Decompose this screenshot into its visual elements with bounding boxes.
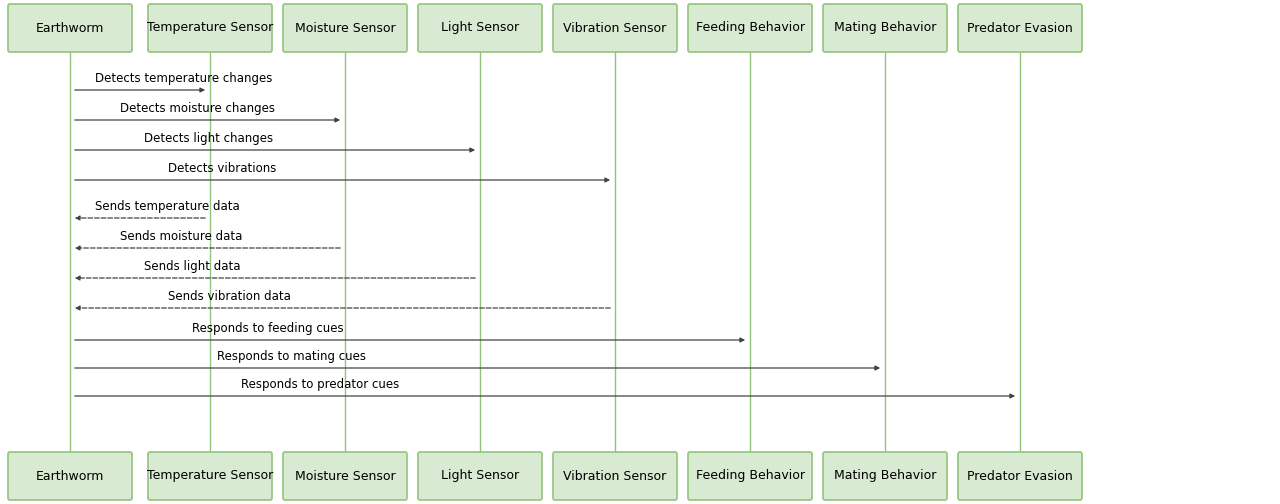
FancyBboxPatch shape (419, 4, 541, 52)
FancyBboxPatch shape (689, 452, 812, 500)
Text: Vibration Sensor: Vibration Sensor (563, 22, 667, 34)
FancyBboxPatch shape (823, 452, 947, 500)
FancyBboxPatch shape (148, 452, 273, 500)
Text: Detects temperature changes: Detects temperature changes (95, 72, 273, 85)
FancyBboxPatch shape (553, 4, 677, 52)
Text: Moisture Sensor: Moisture Sensor (294, 470, 396, 482)
Text: Predator Evasion: Predator Evasion (968, 470, 1073, 482)
Text: Sends light data: Sends light data (143, 260, 241, 273)
Text: Detects moisture changes: Detects moisture changes (119, 102, 274, 115)
FancyBboxPatch shape (419, 452, 541, 500)
FancyBboxPatch shape (8, 452, 132, 500)
FancyBboxPatch shape (957, 4, 1082, 52)
FancyBboxPatch shape (553, 452, 677, 500)
Text: Temperature Sensor: Temperature Sensor (147, 470, 273, 482)
Text: Moisture Sensor: Moisture Sensor (294, 22, 396, 34)
Text: Responds to predator cues: Responds to predator cues (241, 378, 399, 391)
Text: Earthworm: Earthworm (36, 22, 104, 34)
Text: Mating Behavior: Mating Behavior (833, 22, 936, 34)
Text: Earthworm: Earthworm (36, 470, 104, 482)
FancyBboxPatch shape (148, 4, 273, 52)
Text: Light Sensor: Light Sensor (440, 22, 520, 34)
Text: Vibration Sensor: Vibration Sensor (563, 470, 667, 482)
Text: Sends moisture data: Sends moisture data (119, 230, 242, 243)
FancyBboxPatch shape (283, 452, 407, 500)
FancyBboxPatch shape (823, 4, 947, 52)
FancyBboxPatch shape (689, 4, 812, 52)
Text: Mating Behavior: Mating Behavior (833, 470, 936, 482)
Text: Responds to mating cues: Responds to mating cues (216, 350, 366, 363)
FancyBboxPatch shape (283, 4, 407, 52)
Text: Feeding Behavior: Feeding Behavior (695, 470, 805, 482)
Text: Feeding Behavior: Feeding Behavior (695, 22, 805, 34)
Text: Detects vibrations: Detects vibrations (168, 162, 276, 175)
Text: Detects light changes: Detects light changes (143, 132, 273, 145)
Text: Predator Evasion: Predator Evasion (968, 22, 1073, 34)
Text: Responds to feeding cues: Responds to feeding cues (192, 322, 344, 335)
Text: Temperature Sensor: Temperature Sensor (147, 22, 273, 34)
Text: Light Sensor: Light Sensor (440, 470, 520, 482)
Text: Sends vibration data: Sends vibration data (168, 290, 291, 303)
FancyBboxPatch shape (957, 452, 1082, 500)
FancyBboxPatch shape (8, 4, 132, 52)
Text: Sends temperature data: Sends temperature data (95, 200, 239, 213)
